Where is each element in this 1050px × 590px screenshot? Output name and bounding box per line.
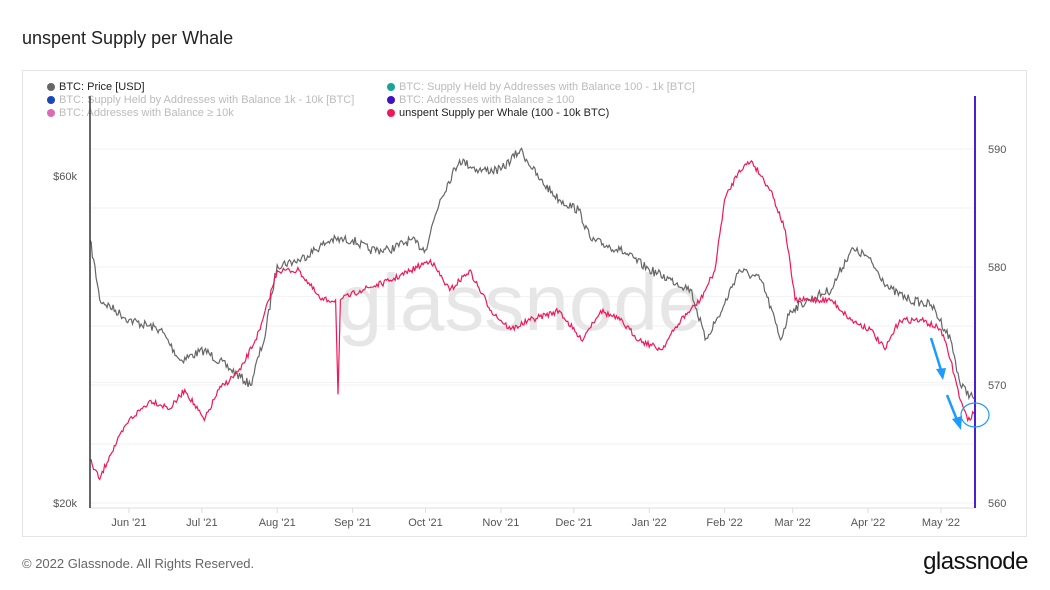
- legend-item-supply-per-whale[interactable]: unspent Supply per Whale (100 - 10k BTC): [387, 107, 609, 119]
- legend-item-btc-price[interactable]: BTC: Price [USD]: [47, 81, 145, 93]
- legend-item-addresses-100[interactable]: BTC: Addresses with Balance ≥ 100: [387, 94, 574, 106]
- legend-dot-icon: [387, 83, 395, 91]
- legend-item-addresses-10k[interactable]: BTC: Addresses with Balance ≥ 10k: [47, 107, 234, 119]
- copyright: © 2022 Glassnode. All Rights Reserved.: [22, 556, 255, 571]
- brand-logo: glassnode: [923, 548, 1028, 575]
- legend-dot-icon: [387, 109, 395, 117]
- legend-item-supply-1k-10k[interactable]: BTC: Supply Held by Addresses with Balan…: [47, 94, 354, 106]
- legend-dot-icon: [47, 109, 55, 117]
- legend-item-supply-100-1k[interactable]: BTC: Supply Held by Addresses with Balan…: [387, 81, 695, 93]
- legend-dot-icon: [47, 96, 55, 104]
- page-title: unspent Supply per Whale: [22, 28, 234, 48]
- legend-dot-icon: [387, 96, 395, 104]
- chart-frame: [22, 70, 1027, 537]
- legend-dot-icon: [47, 83, 55, 91]
